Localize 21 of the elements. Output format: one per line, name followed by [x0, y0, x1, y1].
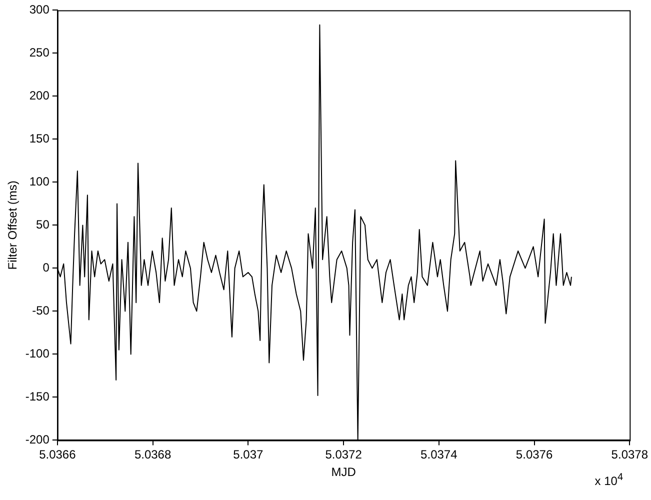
y-axis-title: Filter Offset (ms) [6, 180, 20, 270]
x-tick-label: 5.0376 [516, 448, 553, 462]
x-tick-label: 5.0372 [325, 448, 362, 462]
y-tick-label: -100 [25, 346, 50, 361]
x-tick-label: 5.0378 [611, 448, 648, 462]
x-tick-label: 5.0374 [420, 448, 458, 462]
y-tick-label: -50 [32, 304, 50, 318]
text: x 10$^{4}$ [594, 472, 623, 488]
x-tick-label: 5.037 [233, 448, 264, 462]
y-tick-label: 200 [29, 88, 50, 103]
y-tick-label: 0 [42, 260, 50, 275]
y-tick-label: 150 [29, 132, 50, 146]
y-tick-label: -150 [25, 390, 50, 404]
y-tick-label: 300 [29, 2, 50, 17]
x-axis-title: MJD [331, 465, 356, 480]
x-tick-label: 5.0366 [39, 448, 76, 462]
y-tick-label: 250 [29, 46, 50, 60]
y-tick-label: 100 [29, 174, 50, 189]
x-tick-label: 5.0368 [134, 448, 172, 462]
y-tick-label: 50 [36, 218, 50, 232]
y-tick-label: -200 [25, 432, 50, 447]
